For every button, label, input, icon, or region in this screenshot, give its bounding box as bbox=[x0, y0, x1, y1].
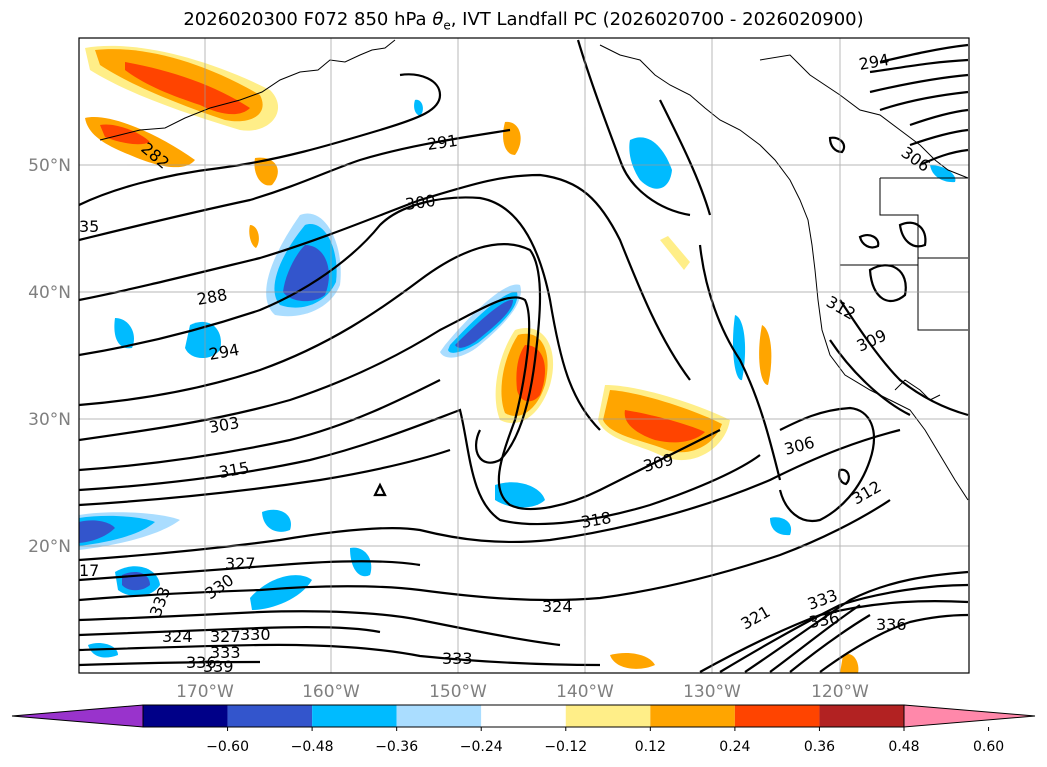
colorbar-extend-high bbox=[903, 704, 1036, 728]
colorbar-segment bbox=[143, 705, 228, 727]
colorbar-tick-label: −0.60 bbox=[206, 739, 249, 755]
latitude-axis: 50°N 40°N 30°N 20°N bbox=[28, 156, 71, 557]
colorbar-tick-label: 0.60 bbox=[973, 739, 1004, 755]
contour-label: 324 bbox=[542, 597, 573, 616]
contour-label: 327 bbox=[225, 554, 256, 573]
longitude-label: 150°W bbox=[429, 682, 487, 702]
contour-label: 336 bbox=[186, 653, 217, 672]
colorbar-tick-label: −0.24 bbox=[460, 739, 503, 755]
contour-label: 291 bbox=[426, 131, 459, 154]
colorbar-tick-label: −0.48 bbox=[291, 739, 334, 755]
contour-label: 336 bbox=[876, 615, 907, 634]
map-frame bbox=[78, 37, 970, 674]
colorbar-segment bbox=[650, 705, 735, 727]
colorbar-tick-label: 0.36 bbox=[804, 739, 835, 755]
colorbar-tick-label: −0.12 bbox=[544, 739, 587, 755]
contour-label: 327 bbox=[210, 627, 241, 646]
chart-title: 2026020300 F072 850 hPa θe, IVT Landfall… bbox=[183, 9, 864, 33]
colorbar-tick-label: 0.48 bbox=[888, 739, 919, 755]
colorbar-tick-label: −0.36 bbox=[375, 739, 418, 755]
latitude-label: 50°N bbox=[28, 156, 71, 176]
longitude-label: 140°W bbox=[556, 682, 614, 702]
longitude-label: 120°W bbox=[811, 682, 869, 702]
contour-label: 333 bbox=[210, 643, 241, 662]
theta-e-contours bbox=[79, 39, 969, 673]
contour-label: 17 bbox=[79, 561, 99, 580]
latitude-label: 20°N bbox=[28, 537, 71, 557]
colorbar-segment bbox=[312, 705, 397, 727]
longitude-label: 170°W bbox=[176, 682, 234, 702]
contour-label: 324 bbox=[162, 627, 193, 646]
contour-label: 333 bbox=[442, 649, 473, 668]
contour-label: 300 bbox=[404, 191, 437, 214]
longitude-label: 160°W bbox=[302, 682, 360, 702]
colorbar-segment bbox=[819, 705, 904, 727]
colorbar-segment bbox=[565, 705, 651, 727]
colorbar-tick-label: 0.24 bbox=[719, 739, 750, 755]
colorbar-segment bbox=[396, 705, 482, 727]
contour-label: 35 bbox=[79, 217, 99, 236]
contour-label: 330 bbox=[240, 625, 271, 644]
latitude-label: 40°N bbox=[28, 283, 71, 303]
map-gridlines bbox=[79, 38, 969, 673]
colorbar-tick-label: 0.12 bbox=[635, 739, 666, 755]
colorbar-segment bbox=[734, 705, 820, 727]
contour-label: 339 bbox=[203, 657, 234, 676]
colorbar: −0.60 −0.48 −0.36 −0.24 −0.12 0.12 0.24 0.36 0.4… bbox=[11, 704, 1036, 755]
colorbar-segment bbox=[227, 705, 313, 727]
latitude-label: 30°N bbox=[28, 410, 71, 430]
colorbar-segment bbox=[481, 705, 566, 727]
colorbar-frame bbox=[142, 704, 905, 728]
longitude-axis: 170°W 160°W 150°W 140°W 130°W 120°W bbox=[176, 682, 869, 702]
colorbar-extend-low bbox=[11, 704, 144, 728]
longitude-label: 130°W bbox=[683, 682, 741, 702]
coastlines bbox=[99, 39, 969, 501]
